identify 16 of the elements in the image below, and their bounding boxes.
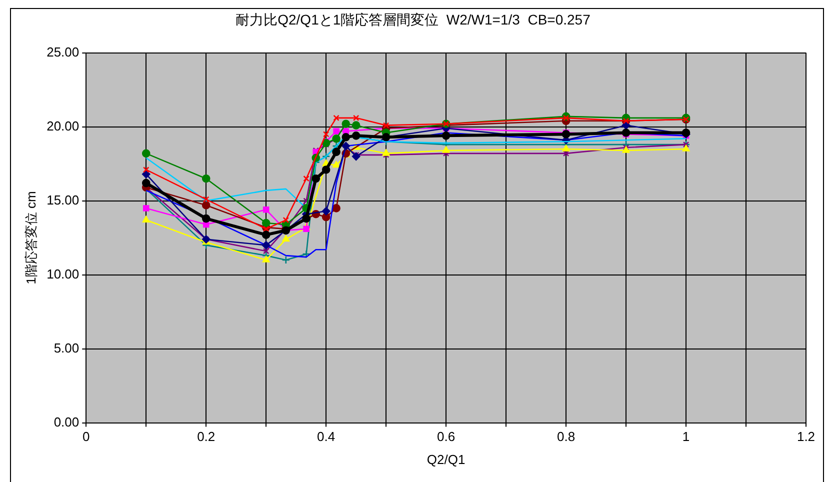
y-tick-label: 5.00 xyxy=(54,340,80,356)
y-tick-label: 25.00 xyxy=(46,44,80,60)
x-tick-label: 0.6 xyxy=(437,429,456,444)
x-tick-label: 0.8 xyxy=(557,429,576,444)
y-tick-label: 10.00 xyxy=(46,266,80,282)
x-tick-label: 0 xyxy=(82,429,90,444)
x-tick-label: 0.2 xyxy=(197,429,216,444)
x-tick-label: 0.4 xyxy=(317,429,336,444)
y-tick-label: 0.00 xyxy=(54,414,80,430)
x-tick-label: 1 xyxy=(682,429,690,444)
y-tick-label: 15.00 xyxy=(46,192,80,208)
x-tick-label: 1.2 xyxy=(796,429,816,444)
chart-title: 耐力比Q2/Q1と1階応答層間変位 W2/W1=1/3 CB=0.257 xyxy=(236,11,591,28)
x-axis-title: Q2/Q1 xyxy=(426,452,466,467)
y-tick-label: 20.00 xyxy=(46,118,80,134)
y-axis-title: 1階応答変位 cm xyxy=(23,191,38,284)
